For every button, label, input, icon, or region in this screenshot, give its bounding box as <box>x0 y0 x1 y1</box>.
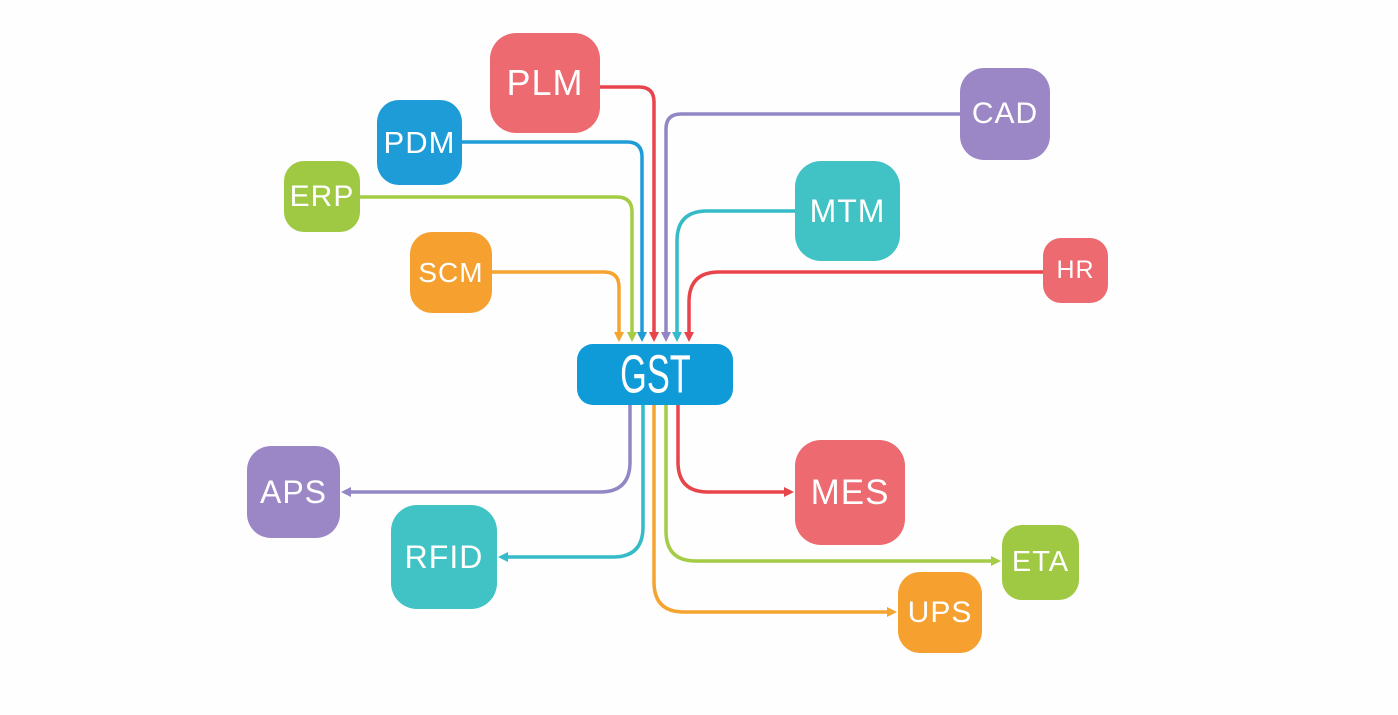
node-label-cad: CAD <box>971 97 1039 130</box>
node-rfid: RFID <box>391 505 497 609</box>
arrowhead-gst-to-eta <box>991 556 1001 566</box>
edge-scm-to-gst <box>490 270 621 334</box>
node-label-plm: PLM <box>506 62 584 103</box>
edge-mtm-to-gst <box>675 209 797 334</box>
arrowhead-gst-to-aps <box>341 487 351 497</box>
node-label-aps: APS <box>259 473 328 510</box>
arrowhead-scm-to-gst <box>614 332 624 342</box>
node-label-eta: ETA <box>1011 546 1070 578</box>
node-erp: ERP <box>284 161 360 232</box>
node-gst: GST <box>577 344 733 405</box>
node-cad: CAD <box>960 68 1050 160</box>
node-eta: ETA <box>1002 525 1079 600</box>
edge-pdm-to-gst <box>460 140 644 334</box>
node-mtm: MTM <box>795 161 900 261</box>
edge-gst-to-aps <box>349 403 632 494</box>
node-label-gst: GST <box>619 344 691 405</box>
arrowhead-gst-to-ups <box>887 607 897 617</box>
arrowhead-gst-to-rfid <box>498 552 508 562</box>
edge-plm-to-gst <box>598 85 656 334</box>
arrowhead-cad-to-gst <box>661 332 671 342</box>
arrowhead-erp-to-gst <box>627 332 637 342</box>
edge-erp-to-gst <box>358 195 634 334</box>
node-label-mes: MES <box>810 472 890 512</box>
node-plm: PLM <box>490 33 600 133</box>
edge-hr-to-gst <box>687 270 1045 334</box>
arrowhead-mtm-to-gst <box>672 332 682 342</box>
edge-gst-to-mes <box>676 403 786 494</box>
node-hr: HR <box>1043 238 1108 303</box>
edge-cad-to-gst <box>664 112 962 334</box>
node-mes: MES <box>795 440 905 545</box>
edge-gst-to-ups <box>652 403 889 614</box>
node-aps: APS <box>247 446 340 538</box>
node-label-ups: UPS <box>907 595 973 629</box>
node-label-erp: ERP <box>289 179 355 213</box>
arrowhead-gst-to-mes <box>784 487 794 497</box>
node-label-mtm: MTM <box>809 192 886 229</box>
node-scm: SCM <box>410 232 492 313</box>
arrowhead-hr-to-gst <box>684 332 694 342</box>
arrowhead-pdm-to-gst <box>637 332 647 342</box>
arrowhead-plm-to-gst <box>649 332 659 342</box>
node-ups: UPS <box>898 572 982 653</box>
node-label-hr: HR <box>1056 256 1095 284</box>
node-label-scm: SCM <box>418 256 484 288</box>
node-label-pdm: PDM <box>383 124 456 160</box>
node-label-rfid: RFID <box>404 538 484 575</box>
node-pdm: PDM <box>377 100 462 185</box>
edge-gst-to-rfid <box>506 403 645 559</box>
edge-gst-to-eta <box>664 403 993 563</box>
